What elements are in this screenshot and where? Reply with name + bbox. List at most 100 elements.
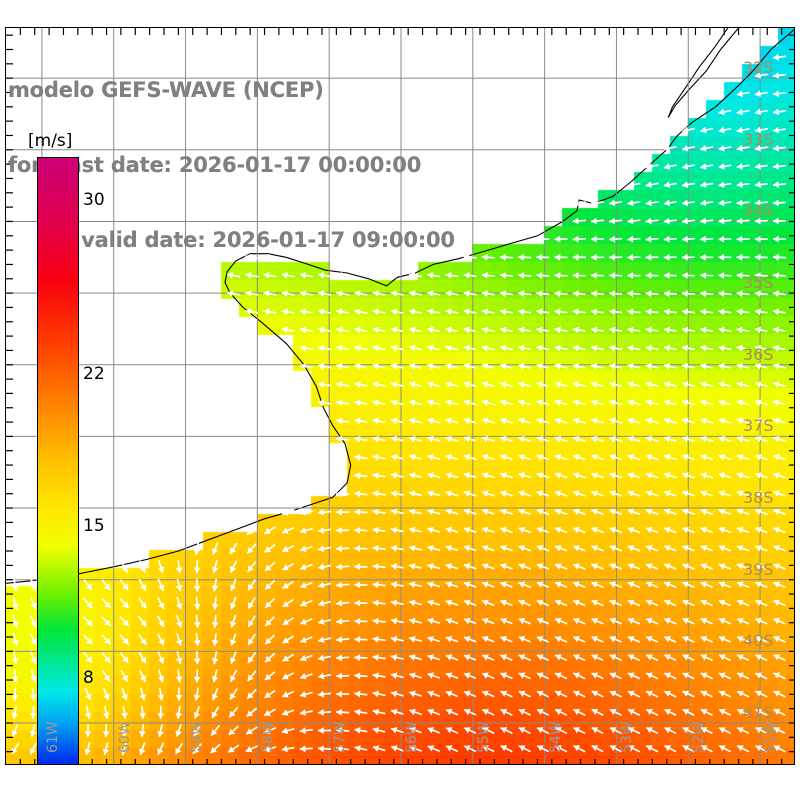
wind-arrow [408, 617, 423, 625]
wind-arrow [682, 708, 695, 716]
wind-arrow [518, 726, 531, 735]
wind-arrow [354, 326, 368, 334]
wind-arrow [700, 326, 714, 334]
wind-arrow [718, 399, 732, 406]
lon-label-53W: 53W [619, 721, 636, 753]
wind-arrow [463, 326, 477, 334]
wind-arrow [336, 527, 350, 534]
wind-arrow [119, 579, 129, 591]
wind-arrow [572, 290, 586, 297]
wind-arrow [609, 326, 623, 334]
wind-arrow [736, 235, 750, 243]
wind-arrow [773, 363, 786, 370]
wind-arrow [120, 723, 128, 738]
wind-arrow [354, 399, 368, 407]
wind-arrow [463, 508, 477, 516]
wind-arrow [390, 381, 404, 388]
wind-arrow [390, 526, 404, 534]
wind-arrow [590, 399, 605, 406]
wind-arrow [736, 545, 750, 552]
wind-arrow [682, 526, 695, 534]
wind-arrow [700, 163, 714, 170]
wind-arrow [10, 742, 20, 755]
wind-arrow [317, 690, 332, 698]
wind-arrow [627, 454, 641, 461]
wind-arrow [499, 417, 514, 425]
wind-arrow [572, 545, 586, 552]
wind-arrow [754, 381, 768, 388]
wind-arrow [682, 454, 695, 461]
wind-arrow [773, 599, 786, 607]
wind-arrow [755, 708, 768, 716]
wind-arrow [609, 235, 623, 243]
wind-arrow [427, 654, 441, 661]
wind-arrow [645, 308, 659, 316]
wind-arrow [228, 706, 239, 718]
wind-arrow [175, 596, 183, 610]
wind-direction-arrows [10, 53, 787, 756]
wind-arrow [591, 435, 604, 443]
wind-arrow [773, 563, 786, 570]
wind-arrow [299, 745, 313, 753]
wind-arrow [84, 742, 91, 756]
map-plot-area[interactable] [5, 27, 795, 765]
wind-arrow [663, 399, 677, 406]
wind-arrow [500, 472, 513, 479]
wind-arrow [336, 636, 350, 643]
wind-arrow [700, 381, 714, 388]
wind-arrow [627, 290, 641, 298]
wind-arrow [247, 561, 257, 573]
wind-arrow [754, 308, 768, 316]
wind-arrow [718, 145, 732, 152]
wind-arrow [718, 726, 732, 735]
wind-arrow [590, 272, 605, 279]
wind-arrow [481, 672, 495, 680]
wind-arrow [682, 490, 695, 497]
wind-arrow [682, 545, 695, 552]
wind-arrow [554, 417, 568, 425]
wind-arrow [609, 472, 623, 479]
wind-arrow [245, 308, 259, 316]
wind-arrow [627, 417, 641, 425]
wind-arrow [463, 381, 477, 388]
lon-label-54W: 54W [547, 721, 564, 753]
wind-arrow [718, 199, 732, 207]
wind-arrow [736, 126, 750, 134]
wind-arrow [445, 308, 459, 316]
wind-arrow [536, 581, 550, 589]
wind-arrow [718, 181, 732, 188]
wind-arrow [718, 308, 732, 316]
wind-arrow [463, 727, 477, 734]
wind-arrow [627, 235, 641, 243]
wind-arrow [755, 636, 768, 643]
wind-arrow [299, 599, 313, 607]
wind-arrow [372, 526, 386, 534]
wind-arrow [572, 363, 586, 370]
wind-arrow [718, 217, 732, 225]
lon-label-58W: 58W [260, 721, 277, 753]
wind-arrow [700, 217, 714, 225]
wind-arrow [554, 599, 568, 607]
wind-arrow [554, 472, 568, 479]
wind-arrow [682, 508, 695, 516]
wind-arrow [299, 563, 313, 571]
colorbar[interactable] [37, 157, 79, 765]
wind-arrow [281, 709, 295, 716]
wind-arrow [736, 290, 750, 297]
wind-arrow [226, 272, 241, 279]
wind-arrow [372, 435, 386, 443]
wind-arrow [518, 435, 532, 443]
wind-arrow [299, 581, 313, 589]
wind-arrow [500, 745, 513, 753]
wind-arrow [627, 636, 641, 643]
wind-arrow [590, 290, 605, 297]
wind-arrow [336, 363, 350, 370]
wind-arrow [700, 726, 713, 735]
wind-arrow [12, 614, 19, 628]
wind-arrow [139, 705, 146, 719]
lat-label-34S: 34S [743, 201, 774, 221]
wind-arrow [445, 690, 459, 698]
wind-arrow [299, 272, 313, 279]
wind-arrow [445, 636, 459, 643]
wind-arrow [645, 672, 659, 680]
